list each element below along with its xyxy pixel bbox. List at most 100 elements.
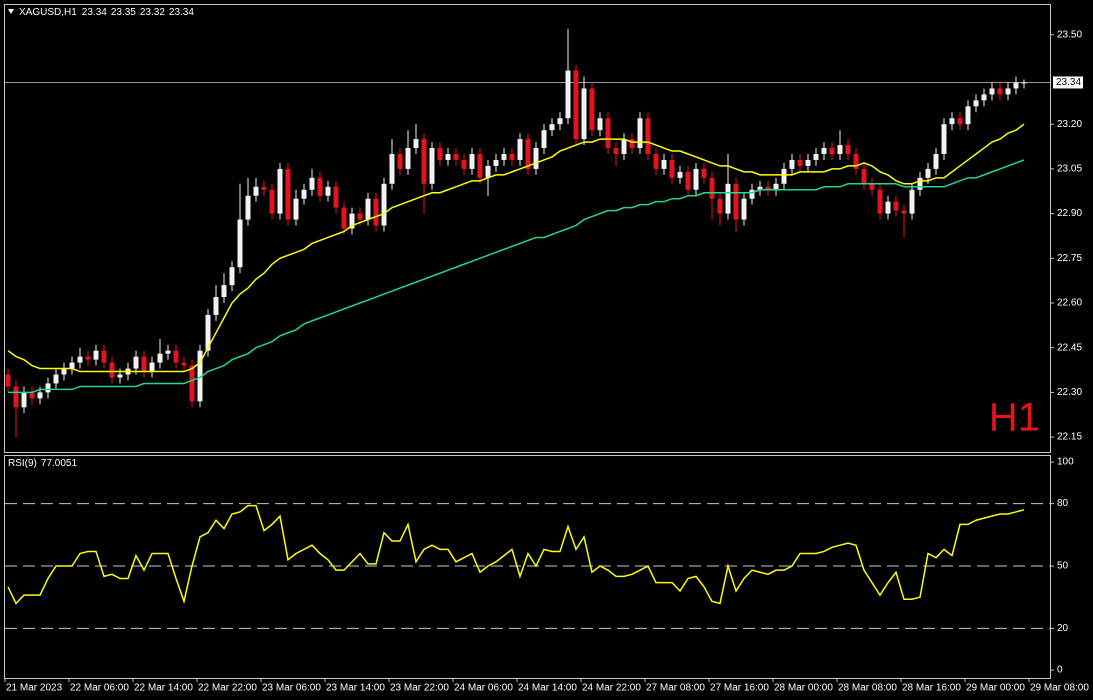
candle-body bbox=[741, 198, 747, 220]
candle-body bbox=[45, 383, 51, 393]
candle-body bbox=[525, 139, 531, 169]
candle-body bbox=[1021, 82, 1027, 84]
candle-body bbox=[845, 145, 851, 154]
candle-body bbox=[765, 186, 771, 190]
rsi-panel bbox=[4, 455, 1051, 679]
candle-body bbox=[197, 350, 203, 402]
timeframe-label: H1 bbox=[989, 396, 1040, 440]
candle-body bbox=[221, 285, 227, 298]
candle-body bbox=[85, 356, 91, 360]
candle-body bbox=[373, 198, 379, 226]
y-tick-label: 22.45 bbox=[1057, 342, 1082, 353]
candle-body bbox=[541, 130, 547, 149]
candle-body bbox=[613, 148, 619, 154]
candle-body bbox=[453, 154, 459, 160]
x-tick-label: 28 Mar 08:00 bbox=[838, 683, 897, 694]
candle-body bbox=[557, 118, 563, 125]
candle-body bbox=[189, 365, 195, 402]
candle-body bbox=[421, 139, 427, 184]
candle-body bbox=[605, 118, 611, 149]
candle-body bbox=[317, 177, 323, 196]
open: 23.34 bbox=[82, 7, 107, 18]
candle-body bbox=[565, 70, 571, 119]
candle-body bbox=[277, 168, 283, 214]
current-price-label: 23.34 bbox=[1056, 77, 1081, 88]
candle-body bbox=[213, 297, 219, 315]
candle-body bbox=[989, 88, 995, 95]
y-tick-label: 23.20 bbox=[1057, 119, 1082, 130]
y-tick-label: 22.15 bbox=[1057, 432, 1082, 443]
y-tick-label: 23.05 bbox=[1057, 164, 1082, 175]
candle-body bbox=[629, 139, 635, 149]
candle-body bbox=[717, 198, 723, 214]
candle-body bbox=[261, 186, 267, 190]
candle-body bbox=[861, 168, 867, 184]
candle-body bbox=[349, 213, 355, 229]
close: 23.34 bbox=[169, 7, 194, 18]
candle-body bbox=[733, 183, 739, 220]
candle-body bbox=[701, 168, 707, 178]
x-tick-label: 22 Mar 06:00 bbox=[70, 683, 129, 694]
y-tick-label: 80 bbox=[1057, 498, 1069, 509]
candle-body bbox=[381, 183, 387, 226]
menu-arrow[interactable] bbox=[8, 9, 14, 14]
candle-body bbox=[5, 374, 11, 387]
candle-body bbox=[365, 198, 371, 220]
candle-body bbox=[709, 177, 715, 199]
candle-body bbox=[517, 139, 523, 160]
candle-body bbox=[973, 100, 979, 107]
x-tick-label: 21 Mar 2023 bbox=[6, 683, 63, 694]
price-panel bbox=[4, 4, 1051, 453]
candle-body bbox=[61, 368, 67, 375]
candle-body bbox=[653, 154, 659, 169]
candle-body bbox=[757, 186, 763, 190]
x-tick-label: 29 Mar 00:00 bbox=[966, 683, 1025, 694]
candle-body bbox=[677, 171, 683, 178]
candle-body bbox=[445, 154, 451, 160]
candle-body bbox=[981, 94, 987, 101]
candle-body bbox=[53, 374, 59, 384]
candle-body bbox=[853, 154, 859, 169]
candle-body bbox=[925, 168, 931, 178]
candle-body bbox=[885, 201, 891, 214]
candle-body bbox=[109, 362, 115, 378]
x-tick-label: 27 Mar 08:00 bbox=[646, 683, 705, 694]
candle-body bbox=[725, 183, 731, 214]
candle-body bbox=[229, 267, 235, 286]
y-tick-label: 100 bbox=[1057, 457, 1074, 468]
candle-body bbox=[493, 159, 499, 166]
candle-body bbox=[669, 159, 675, 178]
candle-body bbox=[429, 148, 435, 184]
candle-body bbox=[965, 106, 971, 125]
candle-body bbox=[437, 148, 443, 160]
candle-body bbox=[149, 362, 155, 372]
candle-body bbox=[805, 159, 811, 166]
candle-body bbox=[309, 177, 315, 190]
y-tick-label: 22.60 bbox=[1057, 298, 1082, 309]
x-tick-label: 24 Mar 06:00 bbox=[454, 683, 513, 694]
candle-body bbox=[133, 356, 139, 369]
candle-body bbox=[645, 118, 651, 154]
candle-body bbox=[37, 392, 43, 399]
candle-body bbox=[901, 210, 907, 214]
candle-body bbox=[821, 148, 827, 154]
symbol: XAGUSD,H1 bbox=[19, 7, 77, 18]
candle-body bbox=[597, 118, 603, 131]
chart-header: XAGUSD,H1 23.34 23.35 23.32 23.34 bbox=[19, 7, 194, 18]
candle-body bbox=[205, 314, 211, 351]
x-tick-label: 23 Mar 14:00 bbox=[326, 683, 385, 694]
candle-body bbox=[285, 168, 291, 220]
candle-body bbox=[397, 154, 403, 169]
y-tick-label: 22.75 bbox=[1057, 253, 1082, 264]
candle-body bbox=[325, 186, 331, 196]
candle-body bbox=[461, 159, 467, 169]
current-price-box bbox=[1053, 76, 1083, 89]
y-tick-label: 20 bbox=[1057, 623, 1069, 634]
x-tick-label: 28 Mar 16:00 bbox=[902, 683, 961, 694]
rsi-header: RSI(9) 77.0051 bbox=[8, 458, 77, 469]
candle-body bbox=[405, 148, 411, 169]
x-tick-label: 29 Mar 08:00 bbox=[1030, 683, 1089, 694]
x-tick-label: 28 Mar 00:00 bbox=[774, 683, 833, 694]
candle-body bbox=[549, 124, 555, 131]
